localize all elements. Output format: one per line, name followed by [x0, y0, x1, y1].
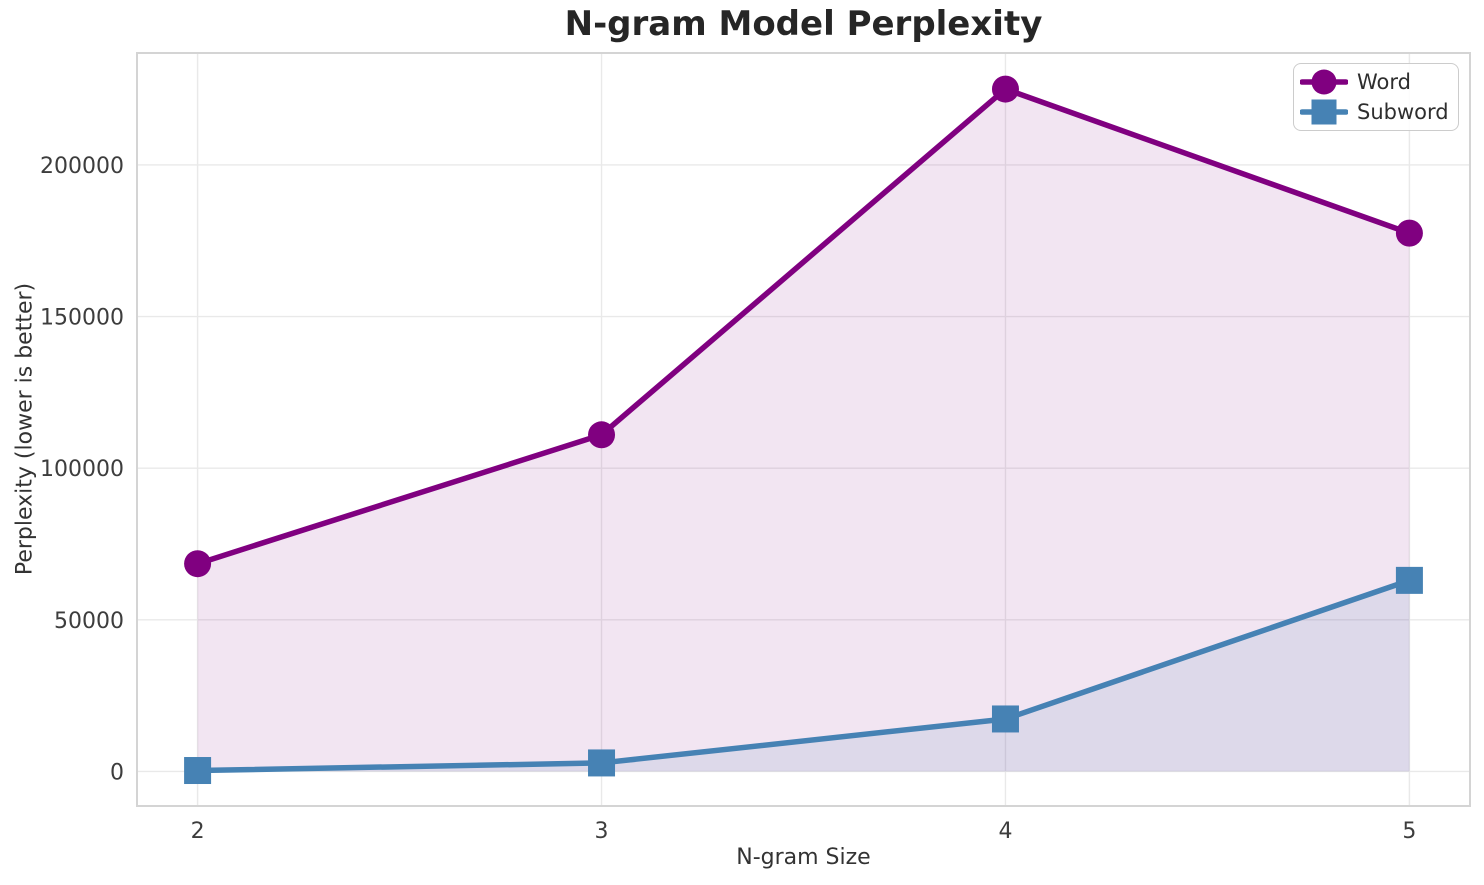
subword-line	[194, 577, 1413, 774]
x-tick-label: 2	[191, 819, 205, 844]
legend-label-subword: Subword	[1357, 99, 1449, 124]
subword-data-point	[184, 757, 212, 785]
x-axis-label: N-gram Size	[736, 845, 871, 870]
word-data-point	[1395, 219, 1423, 247]
axes-spines	[136, 52, 1471, 807]
x-tick-label: 4	[998, 819, 1012, 844]
word-data-point	[184, 550, 212, 578]
legend-label-word: Word	[1357, 69, 1411, 94]
legend-item-word: Word	[1300, 68, 1450, 96]
y-axis-label: Perplexity (lower is better)	[12, 282, 38, 576]
subword-data-point	[991, 705, 1019, 733]
legend: Word Subword	[1293, 63, 1459, 131]
y-tick-label: 100000	[40, 457, 124, 482]
chart-title: N-gram Model Perplexity	[564, 4, 1043, 44]
subword-data-point	[1395, 566, 1423, 594]
legend-item-subword: Subword	[1300, 98, 1450, 126]
word-line	[194, 86, 1413, 567]
x-tick-label: 5	[1402, 819, 1416, 844]
word-data-point	[991, 75, 1019, 103]
subword-line-square-marker-icon	[1300, 98, 1348, 126]
x-tick-label: 3	[595, 819, 609, 844]
subword-data-point	[588, 749, 616, 777]
y-tick-label: 50000	[54, 609, 124, 634]
y-tick-label: 200000	[40, 154, 124, 179]
y-tick-label: 150000	[40, 306, 124, 331]
y-tick-label: 0	[110, 760, 124, 785]
word-area-fill	[197, 89, 1410, 772]
word-line-circle-marker-icon	[1300, 68, 1348, 96]
word-data-point	[588, 421, 616, 449]
subword-area-fill	[197, 580, 1410, 772]
